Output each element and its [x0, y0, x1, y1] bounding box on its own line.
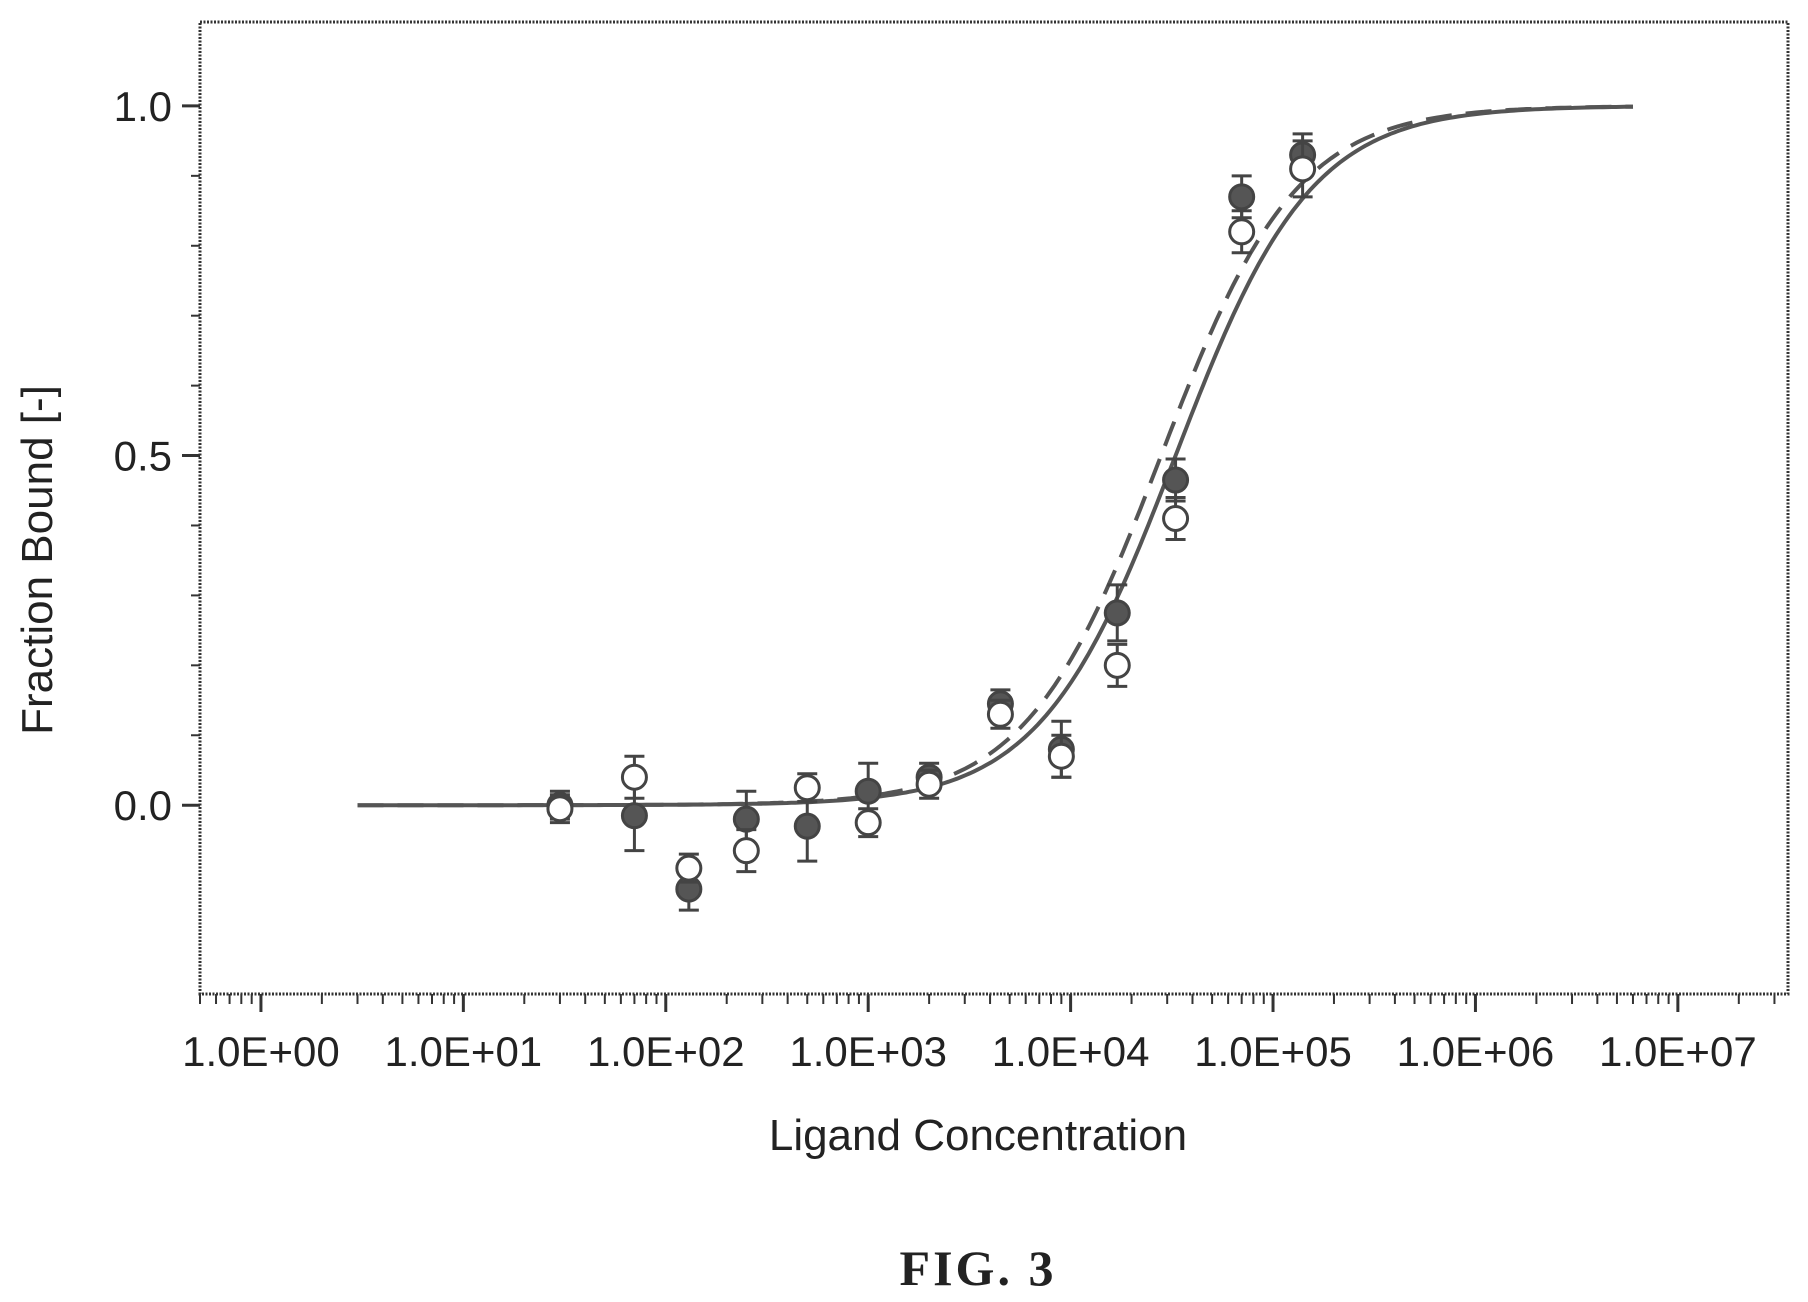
figure-caption: FIG. 3: [900, 1240, 1057, 1296]
filled-data-point: [1228, 183, 1256, 211]
filled-data-point: [732, 805, 760, 833]
open-data-point: [675, 854, 703, 882]
open-data-point: [1228, 218, 1256, 246]
x-axis-title: Ligand Concentration: [769, 1111, 1187, 1160]
x-tick-label: 1.0E+05: [1194, 1028, 1352, 1075]
open-data-point: [1047, 742, 1075, 770]
filled-data-point: [620, 802, 648, 830]
open-data-point: [1289, 155, 1317, 183]
y-tick-label: 0.0: [114, 782, 172, 829]
x-tick-label: 1.0E+00: [182, 1028, 340, 1075]
x-tick-label: 1.0E+07: [1599, 1028, 1757, 1075]
x-tick-label: 1.0E+01: [385, 1028, 543, 1075]
open-data-point: [1103, 651, 1131, 679]
x-axis: 1.0E+00 1.0E+01 1.0E+02 1.0E+03 1.0E+04 1.0E+…: [182, 994, 1776, 1075]
filled-data-point: [793, 812, 821, 840]
x-tick-label: 1.0E+04: [992, 1028, 1150, 1075]
x-tick-label: 1.0E+02: [587, 1028, 745, 1075]
y-tick-label: 0.5: [114, 433, 172, 480]
y-axis: 0.0 0.5 1.0: [114, 83, 200, 829]
filled-data-point: [1162, 466, 1190, 494]
open-data-point: [732, 837, 760, 865]
x-tick-label: 1.0E+06: [1397, 1028, 1555, 1075]
y-tick-label: 1.0: [114, 83, 172, 130]
filled-data-point: [854, 777, 882, 805]
plot-frame: [198, 20, 1790, 996]
open-data-point: [793, 774, 821, 802]
filled-data-point: [1103, 599, 1131, 627]
open-data-point: [546, 795, 574, 823]
y-axis-title: Fraction Bound [-]: [13, 385, 62, 735]
open-data-point: [620, 763, 648, 791]
open-data-point: [915, 770, 943, 798]
data-points: [546, 132, 1317, 912]
x-tick-label: 1.0E+03: [789, 1028, 947, 1075]
open-data-point: [986, 700, 1014, 728]
open-data-point: [854, 809, 882, 837]
open-data-point: [1162, 504, 1190, 532]
